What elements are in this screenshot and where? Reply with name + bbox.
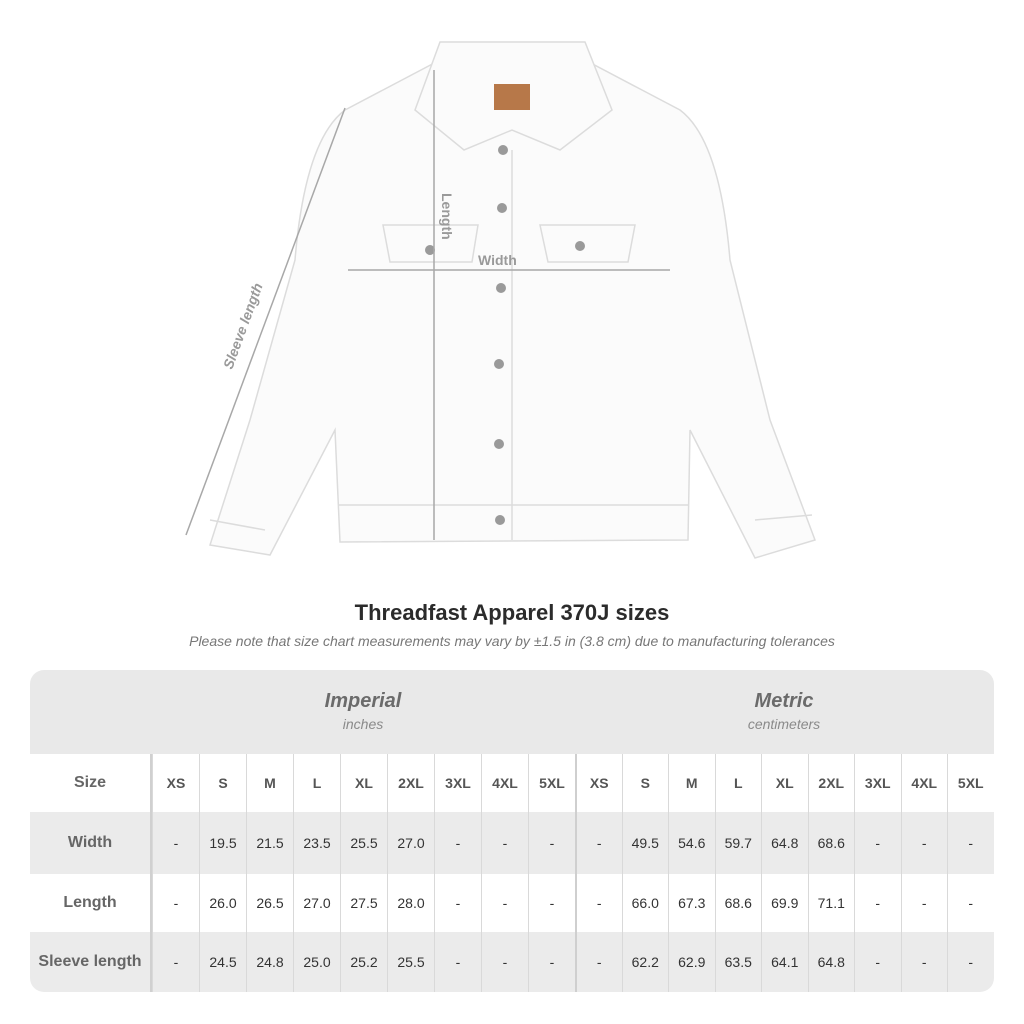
value-cell-imperial: - [528,874,575,932]
metric-header: Metric centimeters [634,690,934,732]
value-cell-imperial: - [434,874,481,932]
value-cell-imperial: - [434,812,481,874]
value-cell-imperial: 27.0 [293,874,340,932]
length-label: Length [439,193,455,240]
size-header-imperial: M [246,754,293,812]
size-header-metric: 3XL [854,754,901,812]
value-cell-metric: 67.3 [668,874,715,932]
value-cell-metric: 71.1 [807,874,855,932]
size-header-imperial: 5XL [528,754,575,812]
value-cell-imperial: 23.5 [293,812,340,874]
value-cell-imperial: 19.5 [199,812,246,874]
table-row: Length -26.0 26.5 27.0 27.5 28.0- - - -66.0 67.3 6… [30,874,994,932]
value-cell-metric: 66.0 [621,874,669,932]
size-header-imperial: XS [152,754,199,812]
value-cell-imperial: - [152,932,199,992]
value-cell-imperial: 25.5 [387,932,434,992]
value-cell-metric: 62.9 [668,932,715,992]
value-cell-metric: 64.8 [761,812,808,874]
value-cell-metric: 68.6 [714,874,762,932]
metric-title: Metric [754,690,814,712]
value-cell-imperial: 21.5 [246,812,293,874]
width-label: Width [478,252,517,268]
row-label: Size [30,754,152,812]
imperial-header: Imperial inches [213,690,513,732]
metric-unit: centimeters [747,716,821,732]
row-label: Sleeve length [30,932,152,992]
size-header-imperial: L [293,754,340,812]
value-cell-metric: 64.1 [761,932,808,992]
value-cell-metric: - [575,932,622,992]
size-table: Imperial inches Metric centimeters Size X… [30,670,994,992]
value-cell-imperial: - [481,874,528,932]
value-cell-metric: 64.8 [807,932,855,992]
value-cell-imperial: - [152,812,199,874]
size-header-metric: 5XL [947,754,994,812]
value-cell-imperial: - [528,812,575,874]
tolerance-note: Please note that size chart measurements… [189,633,835,649]
value-cell-metric: 68.6 [807,812,855,874]
value-cell-metric: 59.7 [714,812,762,874]
size-header-imperial: 2XL [387,754,434,812]
value-cell-metric: - [575,874,622,932]
value-cell-imperial: 26.0 [199,874,246,932]
value-cell-imperial: - [481,812,528,874]
imperial-title: Imperial [324,690,402,712]
imperial-unit: inches [342,716,384,732]
value-cell-metric: - [947,874,994,932]
value-cell-metric: - [575,812,622,874]
jacket-buttons [425,145,585,525]
size-header-metric: XL [761,754,808,812]
value-cell-metric: - [854,932,901,992]
value-cell-metric: 49.5 [621,812,669,874]
brand-patch [494,84,530,110]
value-cell-imperial: - [528,932,575,992]
value-cell-metric: - [900,874,948,932]
value-cell-metric: 62.2 [621,932,669,992]
size-header-imperial: XL [340,754,387,812]
sleeve-arrow [185,107,346,536]
value-cell-metric: - [900,812,948,874]
value-cell-metric: - [854,874,901,932]
value-cell-metric: - [854,812,901,874]
value-cell-imperial: - [434,932,481,992]
size-header-metric: L [714,754,762,812]
size-header-metric: M [668,754,715,812]
size-header-imperial: 3XL [434,754,481,812]
table-row: Sleeve length -24.5 24.8 25.0 25.2 25.5- - - -62… [30,932,994,992]
page-title: Threadfast Apparel 370J sizes [354,600,670,625]
value-cell-metric: - [947,932,994,992]
table-row: Width -19.5 21.5 23.5 25.5 27.0- - - -49.5 54.6 59… [30,812,994,874]
row-label: Width [30,812,152,874]
sleeve-length-label: Sleeve length [220,281,266,371]
size-header-metric: 2XL [807,754,855,812]
value-cell-imperial: 25.5 [340,812,387,874]
jacket-body [209,41,816,559]
unit-header: Imperial inches Metric centimeters [30,670,994,754]
value-cell-imperial: 25.2 [340,932,387,992]
size-header-metric: 4XL [900,754,948,812]
value-cell-metric: 69.9 [761,874,808,932]
value-cell-imperial: 28.0 [387,874,434,932]
value-cell-imperial: 27.0 [387,812,434,874]
size-header-imperial: 4XL [481,754,528,812]
size-header-metric: XS [575,754,622,812]
value-cell-imperial: 25.0 [293,932,340,992]
value-cell-imperial: 24.8 [246,932,293,992]
value-cell-imperial: - [481,932,528,992]
value-cell-imperial: 27.5 [340,874,387,932]
value-cell-metric: 63.5 [714,932,762,992]
value-cell-metric: 54.6 [668,812,715,874]
value-cell-metric: - [947,812,994,874]
row-label: Length [30,874,152,932]
jacket-illustration: Length Width Sleeve length [185,41,816,559]
size-header-imperial: S [199,754,246,812]
value-cell-metric: - [900,932,948,992]
size-header-row: Size XS S M L XL 2XL 3XL 4XL 5XL XS S M L XL 2XL 3XL 4XL 5… [30,754,994,812]
value-cell-imperial: 24.5 [199,932,246,992]
value-cell-imperial: 26.5 [246,874,293,932]
size-header-metric: S [621,754,669,812]
value-cell-imperial: - [152,874,199,932]
